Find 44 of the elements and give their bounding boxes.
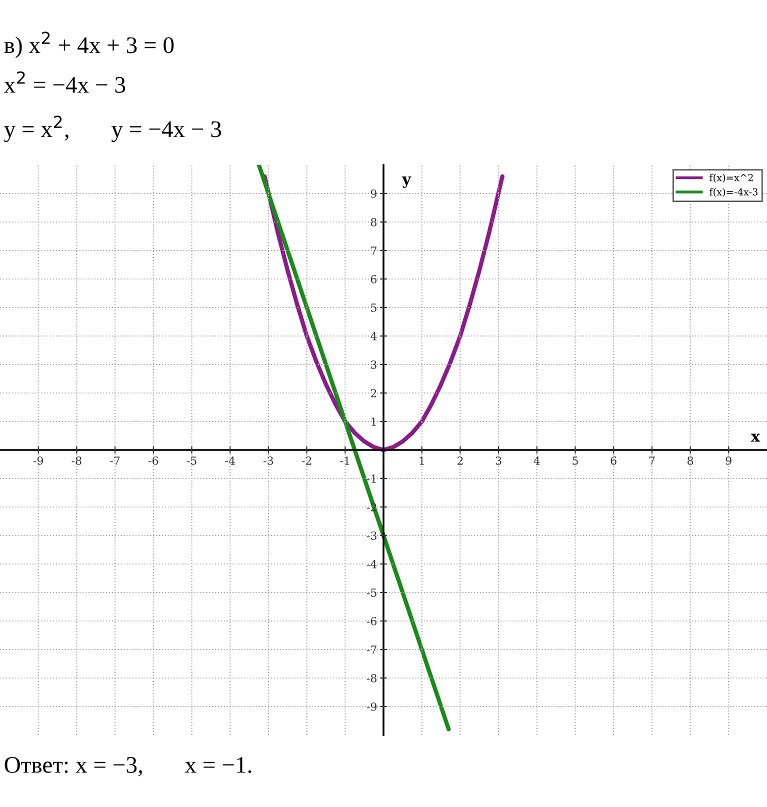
- y-tick-label: 9: [370, 189, 376, 198]
- x-tick-label: 7: [649, 456, 655, 465]
- line-series: [262, 174, 504, 452]
- y-tick-label: -7: [366, 646, 376, 654]
- x-tick-label: 9: [726, 456, 732, 465]
- x-tick-label: -7: [110, 456, 120, 465]
- x-tick-label: -5: [186, 456, 196, 465]
- y-tick-label: 2: [370, 388, 376, 398]
- y-tick-label: -6: [366, 616, 377, 626]
- x-tick-label: 6: [610, 456, 616, 465]
- x-tick-label: 4: [534, 456, 540, 465]
- text: в) x$^{2}$ + 4x + 3 = 0: [4, 32, 174, 58]
- x-tick-label: 5: [572, 456, 578, 465]
- x-axis-title: x: [750, 434, 760, 442]
- y-tick-label: -4: [366, 560, 377, 568]
- legend-label: f(x)=-4x-3: [710, 188, 758, 197]
- y-tick-label: -5: [366, 588, 376, 597]
- x-tick-label: -3: [264, 456, 274, 465]
- x-tick-label: 8: [688, 456, 694, 465]
- x-tick-label: -6: [148, 456, 158, 465]
- y-tick-label: -8: [366, 674, 376, 682]
- x-tick-label: -2: [302, 456, 312, 465]
- text: x$^{2}$ = −4x − 3: [4, 71, 126, 93]
- y-axis-title: y: [402, 176, 412, 188]
- legend-label: f(x)=x^2: [710, 174, 753, 183]
- x-tick-label: 1: [420, 456, 424, 465]
- text: y = x$^{2}$, y = −4x − 3: [4, 116, 222, 142]
- y-tick-label: 6: [370, 274, 377, 284]
- y-tick-label: -3: [366, 531, 376, 540]
- y-tick-label: 4: [370, 332, 377, 340]
- x-tick-label: 2: [457, 456, 463, 465]
- y-tick-label: 7: [371, 246, 376, 255]
- x-tick-label: -1: [340, 456, 349, 465]
- x-tick-label: -4: [225, 456, 235, 465]
- y-tick-label: -1: [366, 474, 376, 483]
- y-tick-label: -9: [366, 702, 376, 711]
- text: Ответ: x = −3, x = −1.: [4, 757, 252, 776]
- y-tick-label: 3: [371, 360, 376, 369]
- y-tick-label: 8: [370, 218, 376, 226]
- y-tick-label: 5: [371, 304, 376, 312]
- x-tick-label: -8: [72, 456, 82, 465]
- y-tick-label: 1: [372, 417, 376, 426]
- x-tick-label: -9: [33, 456, 44, 465]
- x-tick-label: 3: [496, 456, 502, 465]
